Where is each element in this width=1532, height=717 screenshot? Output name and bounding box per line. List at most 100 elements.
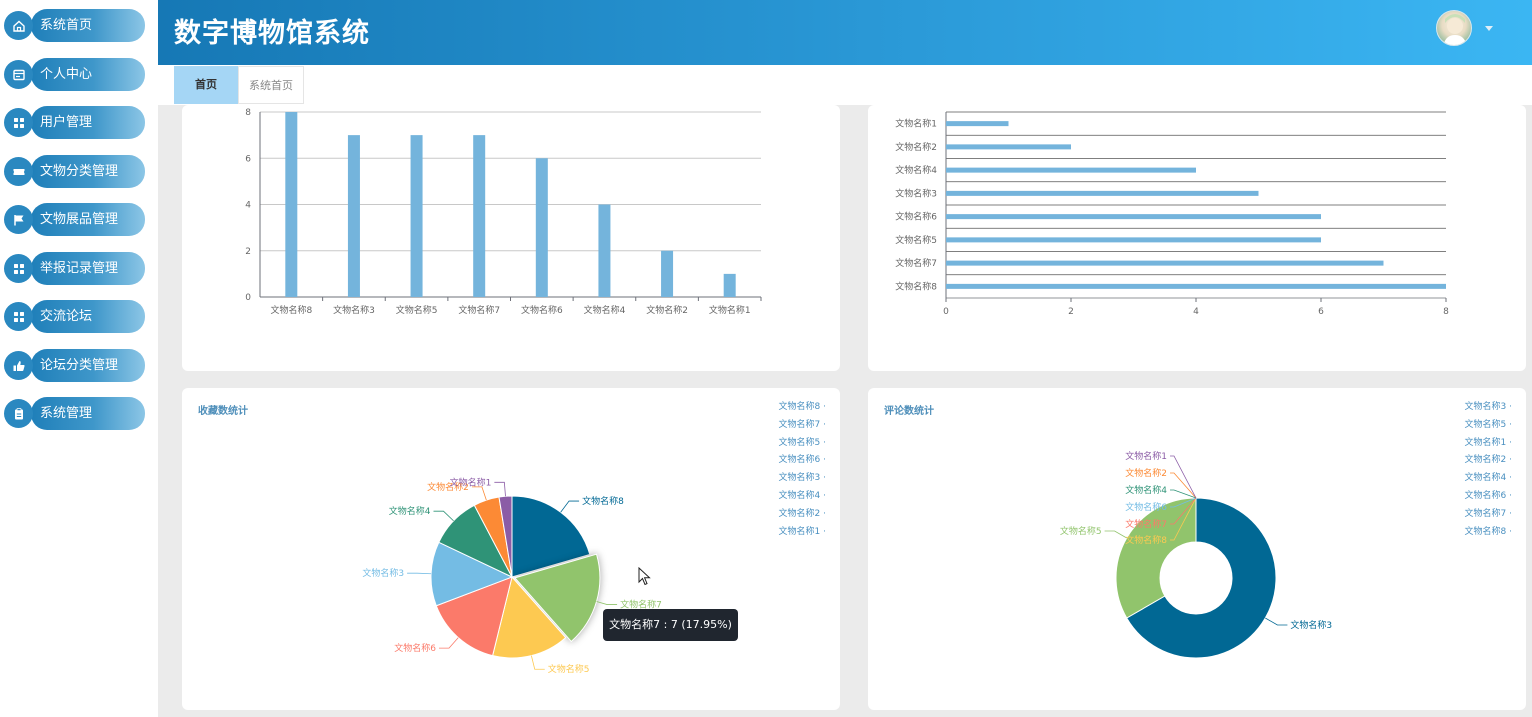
slice-label: 文物名称4	[1125, 484, 1167, 496]
sidebar-item-1[interactable]: 系统首页	[4, 9, 146, 42]
bar	[946, 144, 1071, 150]
label-leader-line	[471, 486, 487, 501]
legend-label: 文物名称1	[1464, 437, 1507, 448]
slice-label: 文物名称1	[450, 476, 492, 488]
user-avatar[interactable]	[1436, 10, 1472, 46]
tab-home[interactable]: 首页	[174, 66, 238, 104]
legend-label: 文物名称8	[1464, 526, 1507, 537]
bar	[946, 214, 1321, 220]
sidebar-item-9[interactable]: 系统管理	[4, 397, 146, 430]
slice-label: 文物名称7	[1125, 518, 1167, 530]
slice-label: 文物名称7	[620, 599, 662, 611]
comments-donut-card: 评论数统计 文物名称3 · 文物名称5 · 文物名称1 · 文物名称2 · 文物名称4 …	[868, 388, 1526, 710]
legend-marker-icon: ·	[1506, 508, 1512, 519]
bar	[661, 250, 674, 297]
bar	[946, 190, 1259, 196]
legend-marker-icon: ·	[1506, 402, 1512, 412]
legend-label: 文物名称5	[1464, 419, 1507, 430]
sidebar-item-4[interactable]: 文物分类管理	[4, 155, 146, 188]
legend-label: 文物名称6	[1464, 490, 1507, 501]
pie-slice	[1126, 497, 1277, 659]
top-header: 数字博物馆系统	[158, 0, 1532, 65]
x-tick-label: 4	[1193, 307, 1199, 317]
sidebar-item-8[interactable]: 论坛分类管理	[4, 349, 146, 382]
sidebar-item-label: 系统管理	[31, 397, 145, 430]
pie-slice	[430, 541, 514, 607]
label-leader-line	[596, 601, 618, 605]
slice-label: 文物名称5	[1060, 525, 1102, 537]
grid-icon	[4, 108, 33, 137]
x-tick-label: 文物名称8	[270, 304, 312, 316]
slice-label: 文物名称3	[362, 567, 404, 579]
label-leader-line	[560, 500, 580, 513]
label-leader-line	[1104, 530, 1127, 539]
legend-item[interactable]: 文物名称3 ·	[1465, 399, 1512, 417]
sidebar-item-label: 论坛分类管理	[31, 349, 145, 382]
favorites-pie-card: 收藏数统计 文物名称8 · 文物名称7 · 文物名称5 · 文物名称6 · 文物名称3 …	[182, 388, 840, 710]
slice-label: 文物名称6	[1125, 501, 1167, 513]
y-tick-label: 文物名称1	[895, 118, 937, 130]
x-tick-label: 文物名称3	[333, 304, 375, 316]
legend-marker-icon: ·	[1506, 526, 1512, 537]
legend-marker-icon: ·	[820, 473, 826, 484]
bar	[946, 260, 1384, 266]
x-tick-label: 文物名称2	[646, 304, 688, 316]
legend-label: 文物名称7	[1464, 508, 1507, 519]
legend-item[interactable]: 文物名称7 ·	[779, 417, 826, 435]
x-tick-label: 文物名称4	[584, 304, 626, 316]
sidebar-item-6[interactable]: 举报记录管理	[4, 252, 146, 285]
favorites-legend: 文物名称8 · 文物名称7 · 文物名称5 · 文物名称6 · 文物名称3 · 文物名称4…	[779, 399, 826, 541]
legend-item[interactable]: 文物名称1 ·	[779, 524, 826, 542]
legend-item[interactable]: 文物名称4 ·	[779, 488, 826, 506]
legend-item[interactable]: 文物名称5 ·	[779, 435, 826, 453]
legend-label: 文物名称2	[778, 508, 821, 519]
x-tick-label: 文物名称6	[521, 304, 563, 316]
bar	[946, 237, 1321, 243]
horizontal-bar-chart-card: 文物名称1 文物名称2 文物名称4 文物名称3 文物名称6 文物名称5 文物名称7 文物名称8…	[868, 105, 1526, 371]
legend-label: 文物名称2	[1464, 455, 1507, 466]
pie-slice	[513, 553, 601, 643]
legend-label: 文物名称1	[778, 526, 821, 537]
pie-tooltip: 文物名称7 : 7 (17.95%)	[603, 609, 738, 641]
sidebar-item-2[interactable]: 个人中心	[4, 58, 146, 91]
sidebar-item-label: 系统首页	[31, 9, 145, 42]
label-leader-line	[494, 481, 506, 497]
slice-label: 文物名称8	[1125, 534, 1167, 546]
label-leader-line	[1170, 497, 1197, 541]
legend-item[interactable]: 文物名称7 ·	[1465, 506, 1512, 524]
y-tick-label: 0	[245, 293, 251, 303]
legend-label: 文物名称4	[778, 490, 821, 501]
legend-item[interactable]: 文物名称5 ·	[1465, 417, 1512, 435]
slice-label: 文物名称5	[548, 663, 590, 675]
user-menu-caret-icon[interactable]	[1485, 26, 1493, 31]
legend-item[interactable]: 文物名称3 ·	[779, 470, 826, 488]
sidebar-item-7[interactable]: 交流论坛	[4, 300, 146, 333]
x-tick-label: 文物名称7	[458, 304, 500, 316]
slice-label: 文物名称6	[394, 642, 436, 654]
legend-item[interactable]: 文物名称8 ·	[1465, 524, 1512, 542]
legend-marker-icon: ·	[1506, 473, 1512, 484]
sidebar-item-5[interactable]: 文物展品管理	[4, 203, 146, 236]
ticket-icon	[4, 157, 33, 186]
sidebar-item-3[interactable]: 用户管理	[4, 106, 146, 139]
y-tick-label: 文物名称7	[895, 257, 937, 269]
legend-item[interactable]: 文物名称6 ·	[779, 452, 826, 470]
comments-chart-title: 评论数统计	[884, 406, 934, 417]
comments-legend: 文物名称3 · 文物名称5 · 文物名称1 · 文物名称2 · 文物名称4 · 文物名称6…	[1465, 399, 1512, 541]
legend-marker-icon: ·	[820, 402, 826, 412]
legend-item[interactable]: 文物名称4 ·	[1465, 470, 1512, 488]
legend-item[interactable]: 文物名称2 ·	[1465, 452, 1512, 470]
legend-item[interactable]: 文物名称1 ·	[1465, 435, 1512, 453]
legend-item[interactable]: 文物名称6 ·	[1465, 488, 1512, 506]
label-leader-line	[1170, 497, 1197, 508]
legend-item[interactable]: 文物名称8 ·	[779, 399, 826, 417]
sidebar-item-label: 用户管理	[31, 106, 145, 139]
slice-label: 文物名称4	[389, 505, 431, 517]
sidebar-item-label: 交流论坛	[31, 300, 145, 333]
slice-label: 文物名称1	[1125, 450, 1167, 462]
legend-item[interactable]: 文物名称2 ·	[779, 506, 826, 524]
x-tick-label: 6	[1318, 307, 1324, 317]
bar	[946, 283, 1446, 289]
tab-system-home[interactable]: 系统首页	[238, 66, 304, 104]
thumb-up-icon	[4, 351, 33, 380]
